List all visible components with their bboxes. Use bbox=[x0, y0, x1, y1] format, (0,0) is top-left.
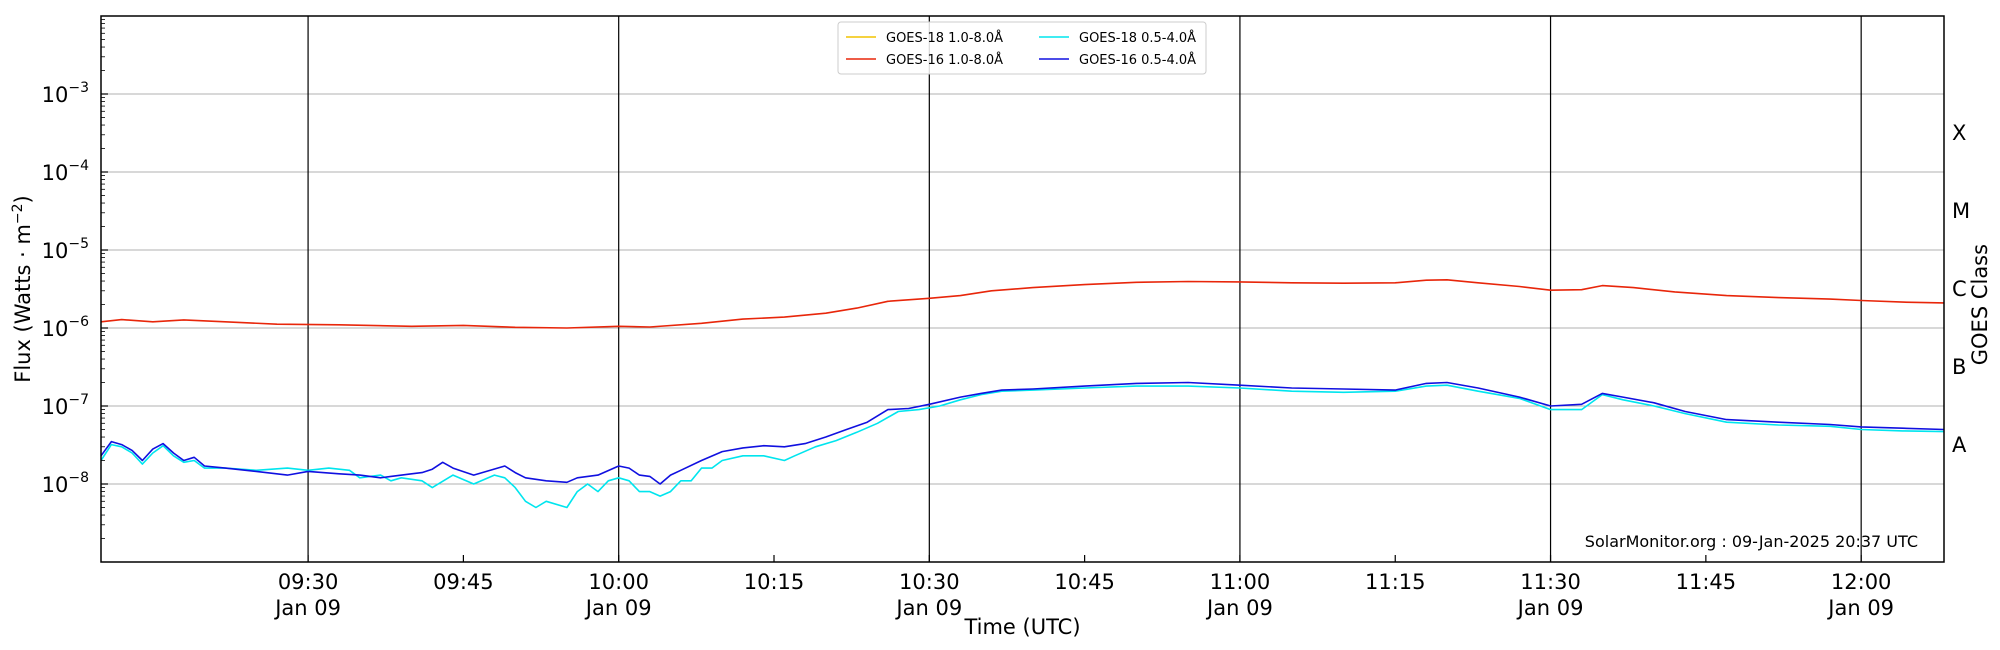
x-tick-date: Jan 09 bbox=[273, 596, 341, 620]
legend-label-0: GOES-18 1.0-8.0Å bbox=[886, 30, 1003, 46]
y-tick-label: 10−8 bbox=[42, 470, 89, 497]
x-tick-date: Jan 09 bbox=[1826, 596, 1894, 620]
goes-class-tick-c: C bbox=[1952, 277, 1967, 301]
y-tick-label: 10−3 bbox=[42, 80, 89, 107]
legend-label-1: GOES-16 1.0-8.0Å bbox=[886, 52, 1003, 68]
y-tick-label: 10−4 bbox=[42, 158, 89, 185]
y-axis-label-exponent: −2 bbox=[10, 203, 26, 224]
y-tick-label: 10−6 bbox=[42, 314, 89, 341]
goes-class-tick-m: M bbox=[1952, 199, 1970, 223]
goes-class-tick-b: B bbox=[1952, 355, 1966, 379]
x-tick-label: 10:30 bbox=[899, 570, 960, 594]
source-annotation: SolarMonitor.org : 09-Jan-2025 20:37 UTC bbox=[1585, 532, 1918, 551]
x-tick-label: 09:45 bbox=[433, 570, 494, 594]
legend: GOES-18 1.0-8.0Å GOES-16 1.0-8.0Å GOES-18 … bbox=[837, 21, 1207, 75]
goes-class-label: GOES Class bbox=[1968, 244, 1992, 365]
goes-class-tick-x: X bbox=[1952, 121, 1966, 145]
legend-box bbox=[837, 21, 1207, 75]
x-tick-label: 12:00 bbox=[1831, 570, 1892, 594]
x-tick-label: 10:00 bbox=[588, 570, 649, 594]
y-axis-label-close: ) bbox=[11, 195, 35, 203]
y-axis-label-text: Flux (Watts · m bbox=[11, 224, 35, 383]
x-tick-label: 11:00 bbox=[1210, 570, 1271, 594]
y-axis-ticks: 10−8 10−7 10−6 10−5 10−4 10−3 bbox=[42, 19, 108, 539]
x-tick-label: 09:30 bbox=[278, 570, 339, 594]
x-tick-label: 10:45 bbox=[1054, 570, 1115, 594]
legend-label-3: GOES-16 0.5-4.0Å bbox=[1079, 52, 1196, 68]
series-line-3 bbox=[100, 381, 1945, 485]
y-tick-label: 10−7 bbox=[42, 392, 89, 419]
x-tick-date: Jan 09 bbox=[1205, 596, 1273, 620]
legend-label-2: GOES-18 0.5-4.0Å bbox=[1079, 30, 1196, 46]
x-axis-label: Time (UTC) bbox=[963, 615, 1080, 639]
series-line-2 bbox=[100, 384, 1945, 509]
x-tick-label: 11:45 bbox=[1676, 570, 1737, 594]
x-tick-label: 11:30 bbox=[1520, 570, 1581, 594]
plot-frame bbox=[100, 15, 1945, 563]
x-tick-date: Jan 09 bbox=[894, 596, 962, 620]
x-tick-label: 11:15 bbox=[1365, 570, 1426, 594]
day-markers bbox=[307, 16, 1862, 562]
x-tick-label: 10:15 bbox=[744, 570, 805, 594]
x-tick-date: Jan 09 bbox=[584, 596, 652, 620]
goes-class-axis: A B C M X bbox=[1952, 121, 1970, 457]
y-tick-label: 10−5 bbox=[42, 236, 89, 263]
y-axis-label: Flux (Watts · m−2) bbox=[10, 195, 35, 383]
x-tick-date: Jan 09 bbox=[1516, 596, 1584, 620]
series-line-1 bbox=[100, 278, 1945, 329]
gridlines bbox=[101, 93, 1944, 485]
goes-class-tick-a: A bbox=[1952, 433, 1967, 457]
plot-series bbox=[100, 278, 1945, 509]
